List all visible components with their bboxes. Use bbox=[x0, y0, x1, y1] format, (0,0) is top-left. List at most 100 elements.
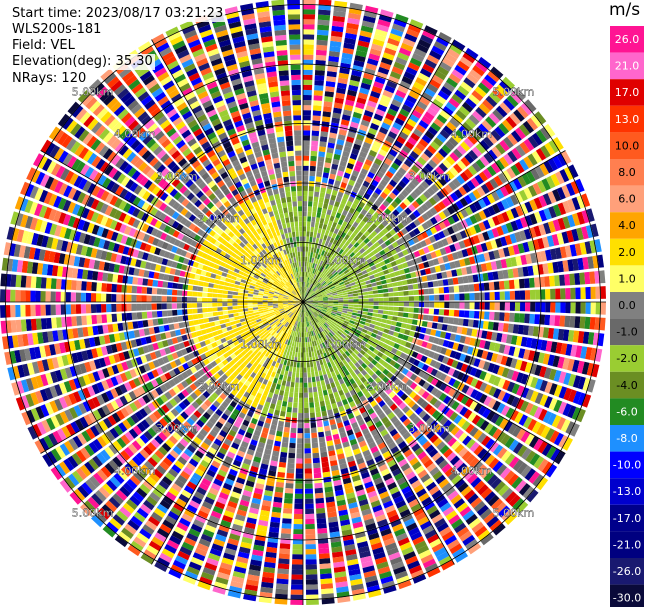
velocity-gate bbox=[328, 298, 334, 301]
velocity-gate bbox=[303, 89, 312, 96]
velocity-gate bbox=[390, 367, 397, 375]
velocity-gate bbox=[309, 309, 314, 314]
velocity-gate bbox=[425, 228, 433, 237]
velocity-gate bbox=[307, 326, 310, 332]
velocity-gate bbox=[343, 279, 349, 284]
velocity-gate bbox=[303, 292, 305, 297]
velocity-gate bbox=[389, 272, 396, 278]
velocity-gate bbox=[436, 114, 448, 124]
velocity-gate bbox=[477, 529, 491, 542]
velocity-gate bbox=[382, 310, 389, 315]
velocity-gate bbox=[198, 482, 209, 491]
velocity-gate bbox=[186, 504, 198, 514]
velocity-gate bbox=[431, 542, 445, 553]
velocity-gate bbox=[421, 363, 429, 372]
velocity-gate bbox=[316, 308, 321, 312]
velocity-gate bbox=[381, 279, 387, 285]
velocity-gate bbox=[497, 505, 511, 518]
velocity-gate bbox=[440, 86, 453, 97]
velocity-gate bbox=[357, 359, 364, 366]
velocity-gate bbox=[354, 355, 361, 362]
velocity-gate bbox=[496, 332, 503, 342]
velocity-gate bbox=[352, 521, 364, 529]
velocity-gate bbox=[381, 332, 388, 339]
velocity-gate bbox=[351, 214, 358, 221]
velocity-gate bbox=[380, 575, 394, 585]
velocity-gate bbox=[444, 486, 456, 497]
velocity-gate bbox=[305, 528, 316, 535]
velocity-gate bbox=[438, 32, 452, 43]
velocity-gate bbox=[387, 441, 397, 450]
velocity-gate bbox=[434, 214, 443, 223]
velocity-gate bbox=[146, 495, 158, 507]
velocity-gate bbox=[487, 474, 499, 486]
velocity-gate bbox=[344, 240, 351, 247]
velocity-gate bbox=[494, 291, 500, 300]
velocity-gate bbox=[397, 113, 408, 122]
velocity-gate bbox=[538, 224, 547, 236]
velocity-gate bbox=[428, 197, 437, 206]
velocity-gate bbox=[311, 320, 315, 325]
velocity-gate bbox=[226, 404, 235, 413]
velocity-gate bbox=[447, 490, 459, 501]
velocity-gate bbox=[208, 487, 219, 496]
velocity-gate bbox=[429, 295, 435, 301]
velocity-gate bbox=[337, 337, 343, 343]
velocity-gate bbox=[304, 317, 306, 323]
velocity-gate bbox=[381, 144, 390, 153]
velocity-gate bbox=[306, 311, 310, 317]
velocity-gate bbox=[385, 112, 396, 122]
velocity-gate bbox=[368, 532, 380, 541]
velocity-gate bbox=[420, 554, 434, 564]
velocity-gate bbox=[475, 159, 486, 170]
velocity-gate bbox=[564, 245, 572, 258]
velocity-gate bbox=[362, 180, 370, 188]
velocity-gate bbox=[575, 287, 581, 300]
velocity-gate bbox=[323, 323, 328, 328]
velocity-gate bbox=[342, 267, 348, 272]
velocity-gate bbox=[357, 365, 364, 372]
velocity-gate bbox=[313, 318, 317, 324]
velocity-gate bbox=[290, 584, 303, 590]
velocity-gate bbox=[405, 66, 418, 76]
velocity-gate bbox=[215, 421, 224, 430]
velocity-gate bbox=[397, 286, 404, 291]
velocity-gate bbox=[545, 302, 551, 313]
velocity-gate bbox=[257, 524, 268, 532]
velocity-gate bbox=[368, 261, 375, 267]
velocity-gate bbox=[337, 453, 345, 460]
velocity-gate bbox=[296, 311, 299, 316]
velocity-gate bbox=[316, 292, 322, 296]
velocity-gate bbox=[478, 253, 486, 263]
velocity-gate bbox=[431, 513, 444, 524]
velocity-gate bbox=[263, 566, 275, 574]
velocity-gate bbox=[405, 324, 412, 330]
velocity-gate bbox=[274, 362, 280, 368]
velocity-gate bbox=[441, 173, 451, 183]
velocity-gate bbox=[503, 153, 514, 166]
velocity-gate bbox=[576, 211, 586, 225]
velocity-gate bbox=[246, 517, 257, 525]
velocity-gate bbox=[290, 313, 295, 319]
velocity-gate bbox=[296, 305, 300, 310]
velocity-gate bbox=[280, 348, 285, 354]
velocity-gate bbox=[544, 123, 556, 138]
velocity-gate bbox=[279, 390, 285, 396]
velocity-gate bbox=[469, 69, 482, 81]
velocity-gate bbox=[384, 258, 391, 265]
velocity-gate bbox=[490, 477, 502, 490]
velocity-gate bbox=[374, 377, 382, 384]
velocity-gate bbox=[570, 344, 578, 357]
velocity-gate bbox=[325, 157, 332, 164]
velocity-gate bbox=[169, 449, 180, 459]
velocity-gate bbox=[412, 283, 419, 290]
velocity-gate bbox=[321, 598, 335, 605]
velocity-gate bbox=[170, 564, 184, 575]
velocity-gate bbox=[377, 486, 388, 495]
velocity-gate bbox=[496, 402, 506, 414]
velocity-gate bbox=[434, 294, 440, 301]
velocity-gate bbox=[420, 455, 431, 465]
velocity-gate bbox=[286, 323, 291, 329]
velocity-gate bbox=[375, 556, 388, 565]
velocity-gate bbox=[337, 422, 344, 429]
